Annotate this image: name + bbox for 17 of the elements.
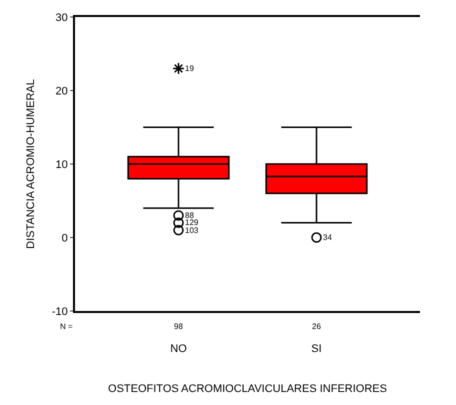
y-axis-title: DISTANCIA ACROMIO-HUMERAL	[25, 79, 38, 249]
annotation: 34	[323, 233, 332, 242]
y-tick-label: 10	[56, 158, 68, 171]
y-tick-label: -10	[52, 306, 68, 318]
x-tick-label: SI	[311, 343, 322, 356]
x-axis-title: OSTEOFITOS ACROMIOCLAVICULARES INFERIORES	[108, 382, 387, 395]
annotation: 88	[185, 211, 194, 220]
x-tick-label: NO	[170, 343, 188, 356]
text: 26	[312, 322, 322, 331]
text: 98	[174, 322, 184, 331]
y-tick-label: 20	[56, 85, 68, 98]
annotation: 129	[185, 218, 199, 227]
y-tick-label: 0	[62, 232, 68, 244]
y-tick-label: 30	[56, 12, 68, 24]
annotation: 103	[185, 226, 199, 235]
annotation: 19	[185, 64, 194, 73]
text: N =	[60, 322, 73, 331]
